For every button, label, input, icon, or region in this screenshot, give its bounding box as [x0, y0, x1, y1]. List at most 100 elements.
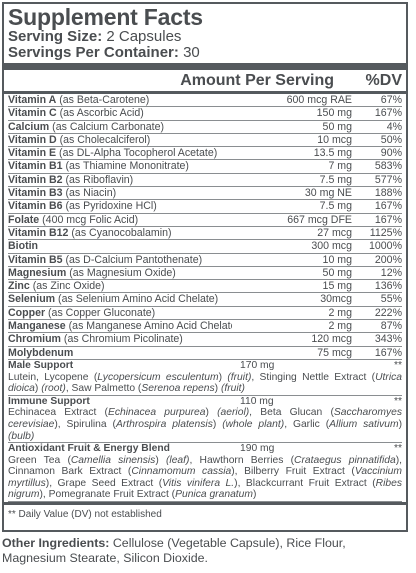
nutrient-detail: (as Pyridoxine HCl)	[62, 200, 157, 213]
nutrient-name: Manganese (as Manganese Amino Acid Chela…	[8, 320, 232, 332]
nutrient-label: Vitamin B2	[8, 173, 63, 186]
nutrient-dv: 136%	[374, 280, 402, 293]
column-header: Amount Per Serving %DV	[4, 70, 406, 94]
nutrient-name: Zinc (as Zinc Oxide)	[8, 280, 232, 292]
nutrient-label: Biotin	[8, 240, 39, 253]
nutrient-label: Vitamin B12	[8, 226, 69, 239]
blend-amount: 190 mg	[240, 443, 275, 455]
nutrient-row: Vitamin A (as Beta-Carotene) 600 mcg RAE 6…	[8, 94, 402, 108]
nutrient-label: Vitamin C	[8, 107, 57, 120]
nutrient-name: Selenium (as Selenium Amino Acid Chelate…	[8, 293, 232, 305]
nutrient-detail: (as Thiamine Mononitrate)	[62, 160, 189, 173]
nutrient-label: Folate	[8, 213, 40, 226]
nutrient-detail: (as Copper Gluconate)	[45, 306, 156, 319]
nutrient-row: Biotin 300 mcg 1000%	[8, 240, 402, 254]
nutrient-name: Vitamin E (as DL-Alpha Tocopherol Acetat…	[8, 147, 232, 159]
nutrient-dv: 200%	[374, 253, 402, 266]
nutrient-dv: 55%	[380, 293, 402, 306]
nutrient-row: Vitamin B2 (as Riboflavin) 7.5 mg 577%	[8, 173, 402, 188]
panel-title: Supplement Facts	[8, 4, 203, 30]
nutrient-amount: 10 mcg	[317, 133, 352, 146]
nutrient-name: Chromium (as Chromium Picolinate)	[8, 333, 232, 345]
nutrient-name: Vitamin D (as Cholecalciferol)	[8, 134, 232, 146]
nutrient-row: Vitamin D (as Cholecalciferol) 10 mcg 50%	[8, 133, 402, 148]
nutrient-amount: 667 mcg DFE	[287, 213, 352, 226]
blend-ingredients: Green Tea (Camellia sinensis) (leaf), Ha…	[8, 454, 402, 501]
nutrient-row: Molybdenum 75 mcg 167%	[8, 347, 402, 360]
nutrient-detail: (as Beta-Carotene)	[56, 94, 150, 106]
nutrient-label: Manganese	[8, 320, 66, 333]
blend-block: Male Support 170 mg ** Lutein, Lycopene (Ly…	[8, 360, 402, 396]
nutrient-detail: (as DL-Alpha Tocopherol Acetate)	[56, 147, 218, 160]
nutrient-row: Copper (as Copper Gluconate) 2 mg 222%	[8, 307, 402, 321]
nutrient-amount: 15 mg	[322, 280, 352, 293]
nutrient-dv: 577%	[374, 173, 402, 186]
nutrient-detail: (as Cyanocobalamin)	[68, 226, 172, 239]
nutrient-name: Molybdenum	[8, 347, 232, 359]
nutrient-detail: (as Zinc Oxide)	[29, 280, 105, 293]
nutrient-name: Vitamin B2 (as Riboflavin)	[8, 174, 232, 186]
nutrient-amount: 30 mg NE	[304, 187, 352, 200]
nutrient-dv: 167%	[374, 346, 402, 359]
nutrient-label: Vitamin A	[8, 94, 57, 106]
servings-label: Servings Per Container:	[8, 44, 179, 61]
serving-size: Serving Size: 2 Capsules	[8, 29, 402, 45]
nutrient-amount: 7.5 mg	[319, 200, 352, 213]
nutrient-row: Vitamin C (as Ascorbic Acid) 150 mg 167%	[8, 107, 402, 121]
nutrient-dv: 1000%	[369, 240, 402, 253]
nutrient-row: Magnesium (as Magnesium Oxide) 50 mg 12%	[8, 267, 402, 281]
blend-dv: **	[393, 395, 402, 407]
nutrient-amount: 150 mg	[316, 107, 352, 120]
blend-name: Immune Support	[8, 395, 90, 407]
nutrient-detail: (as Chromium Picolinate)	[60, 333, 183, 346]
nutrient-name: Calcium (as Calcium Carbonate)	[8, 121, 232, 133]
nutrient-name: Vitamin B12 (as Cyanocobalamin)	[8, 227, 232, 239]
nutrient-detail: (as Riboflavin)	[62, 173, 134, 186]
nutrient-detail: (as Ascorbic Acid)	[56, 107, 144, 120]
nutrient-name: Vitamin A (as Beta-Carotene)	[8, 94, 232, 106]
nutrient-amount: 600 mcg RAE	[286, 94, 352, 106]
nutrient-dv: 87%	[380, 320, 402, 333]
blend-ingredients: Echinacea Extract (Echinacea purpurea) (…	[8, 407, 403, 442]
nutrient-dv: 343%	[374, 333, 402, 346]
nutrient-row: Calcium (as Calcium Carbonate) 50 mg 4%	[8, 121, 402, 134]
nutrient-amount: 75 mcg	[317, 346, 352, 359]
nutrient-name: Vitamin B1 (as Thiamine Mononitrate)	[8, 160, 232, 172]
blend-block: Immune Support 110 mg ** Echinacea Extract …	[8, 395, 403, 444]
footnote: ** Daily Value (DV) not established	[4, 502, 406, 521]
nutrient-label: Molybdenum	[8, 346, 74, 359]
nutrient-row: Zinc (as Zinc Oxide) 15 mg 136%	[8, 280, 402, 294]
nutrient-detail: (as Magnesium Oxide)	[66, 266, 176, 279]
nutrient-amount: 2 mg	[328, 320, 352, 333]
nutrient-name: Magnesium (as Magnesium Oxide)	[8, 267, 232, 279]
nutrient-name: Copper (as Copper Gluconate)	[8, 307, 232, 319]
blend-dv: **	[393, 443, 402, 455]
nutrient-label: Vitamin B1	[8, 160, 63, 173]
nutrient-amount: 30mcg	[320, 293, 352, 306]
servings-per-container: Servings Per Container: 30	[8, 45, 402, 61]
blend-ingredients: Lutein, Lycopene (Lycopersicum esculentu…	[8, 371, 402, 395]
nutrient-label: Vitamin B6	[8, 200, 63, 213]
nutrient-detail: (as Calcium Carbonate)	[49, 120, 165, 133]
nutrient-name: Vitamin C (as Ascorbic Acid)	[8, 107, 232, 119]
serving-size-value: 2 Capsules	[106, 28, 182, 45]
nutrient-row: Vitamin E (as DL-Alpha Tocopherol Acetat…	[8, 147, 402, 161]
nutrient-dv: 583%	[374, 160, 402, 173]
nutrient-detail: (as Niacin)	[62, 187, 117, 200]
nutrient-detail: (as Selenium Amino Acid Chelate)	[55, 293, 219, 306]
nutrient-amount: 7 mg	[328, 160, 352, 173]
nutrient-label: Zinc	[8, 280, 30, 293]
nutrient-dv: 67%	[380, 94, 402, 106]
blend-dv: **	[393, 359, 402, 371]
nutrient-detail: (as D-Calcium Pantothenate)	[62, 253, 203, 266]
nutrient-name: Biotin	[8, 240, 232, 252]
nutrient-dv: 1125%	[369, 226, 402, 239]
nutrient-amount: 7.5 mg	[319, 173, 352, 186]
nutrient-name: Vitamin B5 (as D-Calcium Pantothenate)	[8, 254, 232, 266]
nutrient-dv: 4%	[386, 120, 402, 133]
nutrient-amount: 300 mcg	[311, 240, 352, 253]
nutrient-row: Folate (400 mcg Folic Acid) 667 mcg DFE 16…	[8, 214, 402, 227]
nutrient-list: Vitamin A (as Beta-Carotene) 600 mcg RAE 6…	[8, 94, 402, 360]
amount-header: Amount Per Serving	[180, 72, 334, 89]
nutrient-name: Vitamin B3 (as Niacin)	[8, 187, 232, 199]
